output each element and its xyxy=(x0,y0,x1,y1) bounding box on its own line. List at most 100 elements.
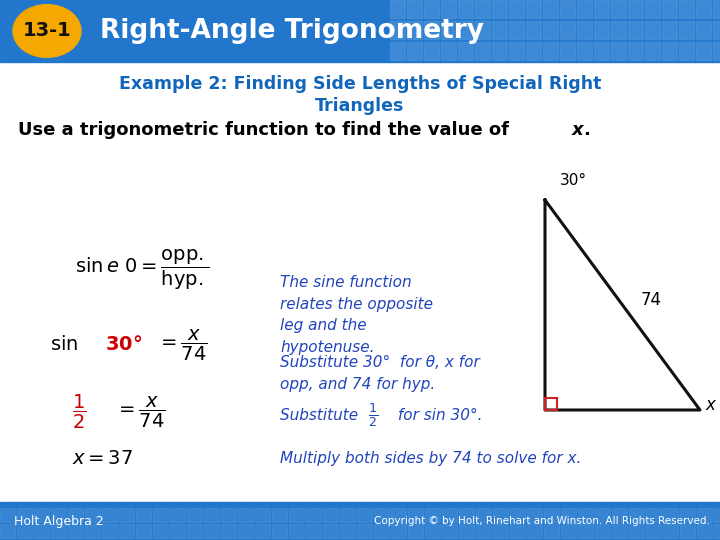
Text: Substitute: Substitute xyxy=(280,408,363,422)
Text: Multiply both sides by 74 to solve for x.: Multiply both sides by 74 to solve for x… xyxy=(280,450,581,465)
Bar xyxy=(424,21,439,39)
Bar xyxy=(408,524,423,538)
Bar xyxy=(509,0,524,18)
Bar xyxy=(17,524,32,538)
Bar xyxy=(204,524,219,538)
Bar xyxy=(306,508,321,522)
Bar xyxy=(0,524,15,538)
Bar xyxy=(136,524,151,538)
Bar xyxy=(272,524,287,538)
Text: $\mathbf{30°}$: $\mathbf{30°}$ xyxy=(105,335,143,354)
Bar xyxy=(255,508,270,522)
Bar xyxy=(510,524,525,538)
Bar xyxy=(119,524,134,538)
Bar xyxy=(136,508,151,522)
Bar xyxy=(0,508,15,522)
Bar xyxy=(696,21,711,39)
Bar xyxy=(475,21,490,39)
Bar xyxy=(407,0,422,18)
Bar xyxy=(221,524,236,538)
Bar xyxy=(527,524,542,538)
Bar xyxy=(543,42,558,60)
Bar xyxy=(68,508,83,522)
Bar xyxy=(663,508,678,522)
Bar xyxy=(543,21,558,39)
Text: $\sin\ $: $\sin\ $ xyxy=(50,335,78,354)
Text: $= \dfrac{x}{74}$: $= \dfrac{x}{74}$ xyxy=(157,327,208,362)
Bar xyxy=(560,0,575,18)
Bar xyxy=(595,524,610,538)
Bar xyxy=(458,21,473,39)
Bar xyxy=(544,508,559,522)
Text: The sine function
relates the opposite
leg and the
hypotenuse.: The sine function relates the opposite l… xyxy=(280,275,433,355)
Bar xyxy=(679,42,694,60)
Bar xyxy=(340,508,355,522)
Bar xyxy=(578,508,593,522)
Bar xyxy=(544,524,559,538)
Bar xyxy=(357,524,372,538)
Bar xyxy=(424,42,439,60)
Bar xyxy=(390,21,405,39)
Bar xyxy=(340,524,355,538)
Bar xyxy=(391,508,406,522)
Bar xyxy=(663,524,678,538)
Bar xyxy=(441,42,456,60)
Text: Holt Algebra 2: Holt Algebra 2 xyxy=(14,515,104,528)
Bar xyxy=(526,21,541,39)
Bar xyxy=(85,508,100,522)
Bar xyxy=(510,508,525,522)
Bar xyxy=(34,524,49,538)
Bar xyxy=(560,42,575,60)
Bar xyxy=(289,524,304,538)
Bar xyxy=(51,524,66,538)
Bar xyxy=(102,508,117,522)
Bar xyxy=(646,524,661,538)
Bar xyxy=(0,62,720,502)
Text: Use a trigonometric function to find the value of: Use a trigonometric function to find the… xyxy=(18,121,516,139)
Bar xyxy=(221,508,236,522)
Bar xyxy=(424,0,439,18)
Text: for sin 30°.: for sin 30°. xyxy=(393,408,482,422)
Bar xyxy=(492,0,507,18)
Text: Triangles: Triangles xyxy=(315,97,405,115)
Bar xyxy=(425,524,440,538)
Bar xyxy=(628,0,643,18)
Bar xyxy=(306,524,321,538)
Bar xyxy=(425,508,440,522)
Bar xyxy=(492,21,507,39)
Bar xyxy=(509,42,524,60)
Bar xyxy=(153,508,168,522)
Bar xyxy=(714,508,720,522)
Bar xyxy=(594,0,609,18)
Text: x: x xyxy=(705,396,715,414)
Bar xyxy=(594,42,609,60)
Bar xyxy=(204,508,219,522)
Bar xyxy=(407,42,422,60)
Bar xyxy=(629,508,644,522)
Bar xyxy=(612,524,627,538)
Ellipse shape xyxy=(13,5,81,57)
Bar xyxy=(680,524,695,538)
Bar xyxy=(187,508,202,522)
Bar xyxy=(611,21,626,39)
Bar xyxy=(543,0,558,18)
Bar xyxy=(374,524,389,538)
Bar xyxy=(0,0,720,62)
Bar xyxy=(645,42,660,60)
Text: Substitute 30°  for θ, x for
opp, and 74 for hyp.: Substitute 30° for θ, x for opp, and 74 … xyxy=(280,355,480,392)
Text: 74: 74 xyxy=(641,291,662,309)
Bar xyxy=(407,21,422,39)
Bar xyxy=(51,508,66,522)
Bar xyxy=(476,508,491,522)
Bar xyxy=(34,508,49,522)
Bar xyxy=(714,524,720,538)
Bar xyxy=(713,42,720,60)
Bar xyxy=(153,524,168,538)
Bar xyxy=(475,42,490,60)
Bar xyxy=(713,21,720,39)
Bar xyxy=(458,42,473,60)
Bar xyxy=(594,21,609,39)
Bar xyxy=(390,0,405,18)
Bar xyxy=(662,21,677,39)
Bar xyxy=(459,524,474,538)
